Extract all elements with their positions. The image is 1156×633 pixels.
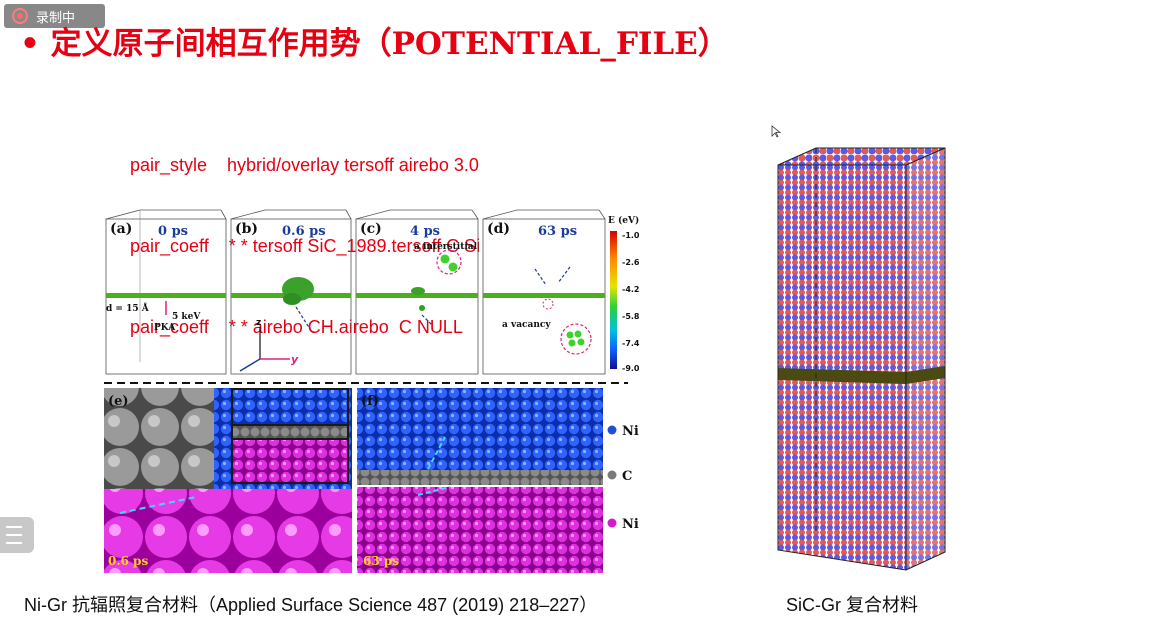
record-icon — [12, 8, 28, 24]
colorbar-title: E (eV) — [608, 215, 639, 226]
colorbar-tick: -9.0 — [622, 364, 640, 373]
code-line: pair_coeff * * airebo CH.airebo C NULL — [130, 317, 463, 337]
mouse-cursor-icon — [771, 125, 781, 138]
distance-label: d = 15 Å — [106, 302, 150, 314]
panel-b: (b) 0.6 ps z y — [230, 209, 352, 375]
panel-time: 4 ps — [410, 224, 440, 239]
sic-gr-structure — [777, 147, 946, 571]
panel-d: (d) 63 ps a vacancy — [482, 209, 606, 375]
interstitial-label: a interstitial — [414, 242, 478, 252]
axis-y-label: y — [291, 353, 299, 366]
colorbar-tick: -5.8 — [622, 312, 640, 321]
colorbar-tick: -2.6 — [622, 258, 640, 267]
panel-tag: (f) — [361, 394, 379, 409]
caption-left: Ni-Gr 抗辐照复合材料（Applied Surface Science 48… — [24, 595, 598, 615]
panel-time: 0 ps — [158, 224, 188, 239]
legend-label: Ni — [622, 517, 639, 532]
panel-time: 0.6 ps — [282, 224, 326, 239]
atom-legend: Ni C Ni — [607, 424, 639, 532]
panel-f: (f) 63 ps — [357, 388, 603, 573]
energy-label: 5 keV — [172, 312, 201, 322]
colorbar-tick: -7.4 — [622, 339, 640, 348]
code-block: pair_style hybrid/overlay tersoff airebo… — [130, 98, 480, 368]
menu-toggle-button[interactable] — [0, 517, 34, 553]
colorbar-tick: -4.2 — [622, 285, 640, 294]
menu-icon — [6, 542, 22, 544]
panel-tag: (d) — [487, 221, 510, 237]
slide-title: • 定义原子间相互作用势（POTENTIAL_FILE） — [20, 26, 729, 62]
menu-icon — [6, 526, 22, 528]
legend-label: C — [622, 469, 632, 484]
code-line: pair_coeff * * tersoff SiC_1989.tersoff … — [130, 236, 481, 256]
panel-time: 63 ps — [538, 224, 577, 239]
panel-time: 63 ps — [363, 554, 399, 568]
panel-a: (a) 0 ps d = 15 Å 5 keV PKA — [105, 209, 227, 375]
recording-indicator[interactable]: 录制中 — [4, 4, 105, 28]
panel-tag: (e) — [108, 394, 129, 409]
panel-e: (e) 0.6 ps — [104, 388, 352, 573]
code-line: pair_style hybrid/overlay tersoff airebo… — [130, 155, 479, 175]
ni-gr-figure: (a) 0 ps d = 15 Å 5 keV PKA (b) 0.6 ps z… — [104, 209, 640, 573]
colorbar-tick: -1.0 — [622, 231, 640, 240]
panel-time: 0.6 ps — [108, 554, 148, 568]
vacancy-label: a vacancy — [502, 320, 551, 330]
energy-colorbar: E (eV) -1.0 -2.6 -4.2 -5.8 -7.4 -9.0 — [608, 215, 640, 373]
recording-label: 录制中 — [36, 10, 76, 26]
axis-z-label: z — [256, 318, 261, 328]
panel-tag: (a) — [110, 221, 132, 237]
panel-tag: (c) — [360, 221, 382, 237]
menu-icon — [6, 534, 22, 536]
pka-label: PKA — [154, 323, 176, 333]
legend-label: Ni — [622, 424, 639, 439]
panel-c: (c) 4 ps a interstitial — [355, 209, 479, 375]
caption-right: SiC-Gr 复合材料 — [786, 595, 918, 615]
panel-tag: (b) — [235, 221, 258, 237]
